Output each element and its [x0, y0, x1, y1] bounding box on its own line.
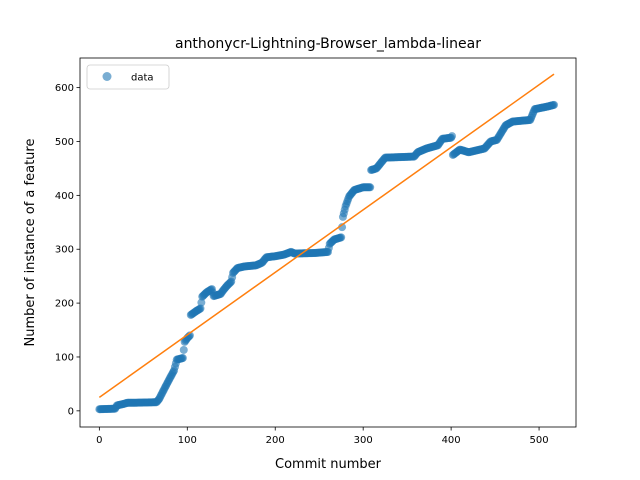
y-tick-label: 400 — [55, 191, 74, 202]
legend-box — [86, 64, 170, 90]
x-tick-label: 300 — [354, 435, 373, 446]
legend-marker-data — [102, 72, 112, 81]
y-tick-label: 100 — [55, 352, 74, 363]
y-tick-label: 500 — [55, 137, 74, 148]
plot-area — [95, 73, 559, 414]
chart-title: anthonycr-Lightning-Browser_lambda-linea… — [175, 36, 481, 52]
data-point — [185, 331, 194, 340]
x-tick-label: 100 — [178, 435, 197, 446]
x-tick-label: 500 — [530, 435, 549, 446]
fit-line — [98, 73, 555, 398]
legend: data — [86, 64, 170, 90]
x-axis: 0 100 200 300 400 500 — [96, 427, 549, 446]
y-tick-label: 300 — [55, 245, 74, 256]
y-axis-label: Number of instance of a feature — [23, 139, 38, 347]
data-point — [448, 132, 456, 141]
data-point — [366, 183, 375, 192]
y-tick-label: 200 — [55, 299, 74, 310]
data-point — [179, 345, 188, 354]
legend-label-data: data — [131, 73, 154, 84]
y-axis: 0 100 200 300 400 500 600 — [55, 83, 80, 417]
data-points — [95, 100, 559, 414]
y-tick-label: 0 — [68, 406, 74, 417]
axes-frame — [79, 57, 577, 428]
data-point — [196, 304, 205, 313]
x-tick-label: 0 — [96, 435, 102, 446]
x-tick-label: 200 — [266, 435, 285, 446]
data-point — [337, 233, 346, 242]
x-tick-label: 400 — [442, 435, 461, 446]
data-point — [550, 100, 559, 109]
data-point — [197, 298, 206, 307]
x-axis-label: Commit number — [275, 457, 382, 472]
y-tick-label: 600 — [55, 83, 74, 94]
data-point — [338, 223, 347, 232]
data-point — [178, 354, 187, 363]
